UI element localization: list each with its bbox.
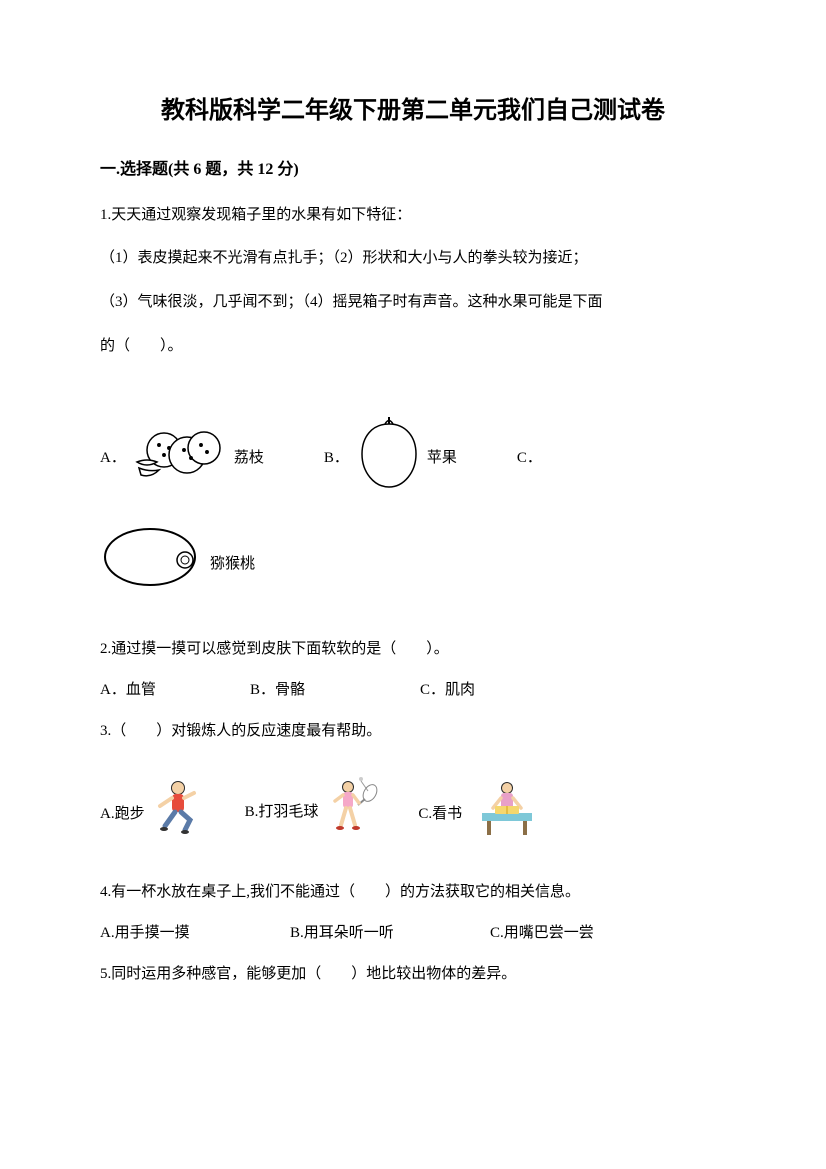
q1-option-c: 猕猴桃 <box>100 525 255 603</box>
q3-option-b: B. 打羽毛球 <box>245 773 379 851</box>
badminton-icon <box>323 773 378 851</box>
q1-option-b: B． 苹果 <box>324 412 457 505</box>
apple-icon <box>352 412 427 505</box>
question-4: 4.有一杯水放在桌子上,我们不能通过（ ）的方法获取它的相关信息。 A.用手摸一… <box>100 876 726 950</box>
q1-line1: （1）表皮摸起来不光滑有点扎手；（2）形状和大小与人的拳头较为接近； <box>100 240 726 276</box>
q2-optA: A．血管 <box>100 674 250 707</box>
q1-option-a: A． <box>100 420 264 498</box>
question-3: 3.（ ）对锻炼人的反应速度最有帮助。 A. 跑步 B. <box>100 715 726 851</box>
reading-icon <box>467 778 537 851</box>
q3-optA-label: A. <box>100 798 115 831</box>
question-1: 1.天天通过观察发现箱子里的水果有如下特征： （1）表皮摸起来不光滑有点扎手；（… <box>100 199 726 603</box>
page-title: 教科版科学二年级下册第二单元我们自己测试卷 <box>100 90 726 125</box>
q3-optB-label: B. <box>245 796 259 829</box>
kiwi-icon <box>100 525 210 603</box>
q3-option-c: C. 看书 <box>418 778 537 851</box>
q5-stem: 5.同时运用多种感官，能够更加（ ）地比较出物体的差异。 <box>100 958 726 991</box>
q3-stem: 3.（ ）对锻炼人的反应速度最有帮助。 <box>100 715 726 748</box>
q3-optC-text: 看书 <box>432 798 462 831</box>
q2-optB: B．骨骼 <box>250 674 420 707</box>
q4-stem: 4.有一杯水放在桌子上,我们不能通过（ ）的方法获取它的相关信息。 <box>100 876 726 909</box>
q1-line2: （3）气味很淡，几乎闻不到；（4）摇晃箱子时有声音。这种水果可能是下面 <box>100 284 726 320</box>
q2-optC: C．肌肉 <box>420 674 475 707</box>
section-header: 一.选择题(共 6 题，共 12 分) <box>100 155 726 179</box>
q1-line3: 的（ ）。 <box>100 328 726 364</box>
question-5: 5.同时运用多种感官，能够更加（ ）地比较出物体的差异。 <box>100 958 726 991</box>
question-2: 2.通过摸一摸可以感觉到皮肤下面软软的是（ ）。 A．血管 B．骨骼 C．肌肉 <box>100 633 726 707</box>
q1-optC-label: C． <box>517 442 542 475</box>
q1-optC-text: 猕猴桃 <box>210 548 255 581</box>
q1-optA-text: 荔枝 <box>234 442 264 475</box>
q3-optA-text: 跑步 <box>115 798 145 831</box>
q2-stem: 2.通过摸一摸可以感觉到皮肤下面软软的是（ ）。 <box>100 633 726 666</box>
q3-optC-label: C. <box>418 798 432 831</box>
lychee-icon <box>129 420 234 498</box>
q3-option-a: A. 跑步 <box>100 778 205 851</box>
q4-optB: B.用耳朵听一听 <box>290 917 490 950</box>
q1-stem: 1.天天通过观察发现箱子里的水果有如下特征： <box>100 199 726 232</box>
q1-optB-text: 苹果 <box>427 442 457 475</box>
q1-optB-label: B． <box>324 442 349 475</box>
q3-optB-text: 打羽毛球 <box>258 796 318 829</box>
q4-optA: A.用手摸一摸 <box>100 917 290 950</box>
q4-optC: C.用嘴巴尝一尝 <box>490 917 594 950</box>
q1-optA-label: A． <box>100 442 126 475</box>
running-icon <box>150 778 205 851</box>
